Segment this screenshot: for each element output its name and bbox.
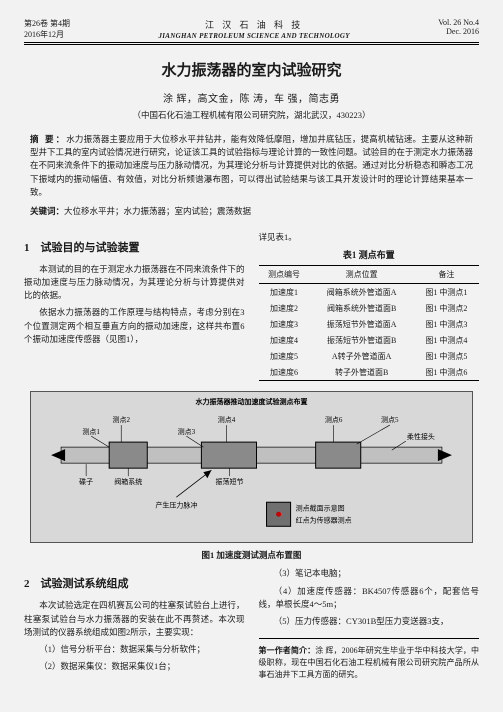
- figure-1-svg: 水力振荡器推动加速度试验测点布置 测点2 测点4 测点6 测点1 测点3 测点5…: [30, 391, 473, 543]
- journal-name-en: JIANGHAN PETROLEUM SCIENCE AND TECHNOLOG…: [70, 32, 438, 40]
- section-2-li4: （4）加速度传感器：BK4507传感器6个，配套信号线，单根长度4～5m；: [259, 585, 480, 611]
- table1-col-1: 测点位置: [309, 266, 413, 284]
- svg-text:产生压力脉冲: 产生压力脉冲: [155, 500, 197, 509]
- figure-1-caption: 图1 加速度测试测点布置图: [30, 549, 473, 561]
- svg-text:碟子: 碟子: [79, 478, 93, 486]
- section-2-li1: （1）信号分析平台：数据采集与分析软件；: [24, 643, 245, 656]
- abstract-lead: 摘 要：: [30, 134, 66, 144]
- header-right: Vol. 26 No.4 Dec. 2016: [438, 18, 479, 40]
- svg-text:测点4: 测点4: [218, 416, 236, 424]
- svg-text:红点为传感器测点: 红点为传感器测点: [296, 515, 352, 524]
- page-header: 第26卷 第4期 2016年12月 江 汉 石 油 科 技 JIANGHAN P…: [24, 18, 479, 40]
- section-2-li5: （5）压力传感器：CY301B型压力变送器3支，: [259, 615, 480, 628]
- table-cell: 图1 中测点5: [414, 348, 479, 364]
- journal-name-cn: 江 汉 石 油 科 技: [70, 18, 438, 31]
- table-cell: 加速度1: [259, 284, 310, 301]
- header-rule-2: [24, 44, 479, 45]
- svg-text:测点6: 测点6: [325, 416, 343, 424]
- authors: 涂 辉，高文金，陈 涛，车 强，简志勇: [24, 90, 479, 105]
- table-cell: 加速度4: [259, 332, 310, 348]
- date-en: Dec. 2016: [438, 27, 479, 36]
- table-cell: 图1 中测点3: [414, 316, 479, 332]
- section-2-li2: （2）数据采集仪：数据采集仪1台；: [24, 660, 245, 673]
- table-cell: 图1 中测点2: [414, 300, 479, 316]
- table-cell: A转子外管道面A: [309, 348, 413, 364]
- section-2-title: 2 试验测试系统组成: [24, 575, 245, 591]
- keywords-text: 大位移水平井；水力振荡器；室内试验；震荡数据: [64, 206, 251, 216]
- body-columns-lower: 2 试验测试系统组成 本次试验选定在四机赛瓦公司的柱塞泵试验台上进行，柱塞泵试验…: [24, 567, 479, 681]
- svg-text:测点3: 测点3: [178, 428, 196, 436]
- table-1: 测点编号 测点位置 备注 加速度1阀箱系统外管道面A图1 中测点1 加速度2阀箱系…: [259, 265, 480, 381]
- author-bio: 第一作者简介：涂 辉，2006年研究生毕业于华中科技大学，中级职称，现在中国石化…: [259, 645, 480, 681]
- author-bio-rule: [259, 638, 480, 639]
- affiliation: （中国石化石油工程机械有限公司研究院，湖北武汉，430223）: [24, 109, 479, 121]
- svg-text:测点截面示意图: 测点截面示意图: [296, 503, 345, 512]
- svg-text:测点5: 测点5: [381, 416, 399, 424]
- table-cell: 加速度6: [259, 364, 310, 381]
- table1-col-0: 测点编号: [259, 266, 310, 284]
- table-cell: 图1 中测点4: [414, 332, 479, 348]
- header-left: 第26卷 第4期 2016年12月: [24, 18, 70, 40]
- svg-text:振荡短节: 振荡短节: [215, 477, 243, 486]
- vol-issue-en: Vol. 26 No.4: [438, 18, 479, 27]
- body-columns: 1 试验目的与试验装置 本测试的目的在于测定水力振荡器在不同来流条件下的振动加速…: [24, 231, 479, 381]
- right-column-lower: （3）笔记本电脑； （4）加速度传感器：BK4507传感器6个，配套信号线，单根…: [259, 567, 480, 681]
- right-column: 详见表1。 表1 测点布置 测点编号 测点位置 备注 加速度1阀箱系统外管道面A…: [259, 231, 480, 381]
- section-2-li3: （3）笔记本电脑；: [259, 567, 480, 580]
- author-bio-lead: 第一作者简介：: [259, 646, 316, 655]
- keywords: 关键词：大位移水平井；水力振荡器；室内试验；震荡数据: [30, 205, 473, 217]
- vol-issue-cn: 第26卷 第4期: [24, 18, 70, 29]
- table-cell: 阀箱系统外管道面B: [309, 300, 413, 316]
- table-cell: 振荡短节外管道面A: [309, 316, 413, 332]
- table-cell: 转子外管道面B: [309, 364, 413, 381]
- abstract-text: 水力振荡器主要应用于大位移水平井钻井，能有效降低摩阻，增加井底钻压，提高机械钻速…: [30, 134, 473, 197]
- table-cell: 加速度5: [259, 348, 310, 364]
- abstract: 摘 要：水力振荡器主要应用于大位移水平井钻井，能有效降低摩阻，增加井底钻压，提高…: [30, 133, 473, 199]
- svg-text:测点1: 测点1: [82, 428, 100, 436]
- table1-title: 表1 测点布置: [259, 248, 480, 261]
- section-1-p1: 本测试的目的在于测定水力振荡器在不同来流条件下的振动加速度与压力脉动情况，为其理…: [24, 263, 245, 303]
- table-cell: 图1 中测点6: [414, 364, 479, 381]
- header-center: 江 汉 石 油 科 技 JIANGHAN PETROLEUM SCIENCE A…: [70, 18, 438, 40]
- section-1-title: 1 试验目的与试验装置: [24, 239, 245, 255]
- table-cell: 加速度3: [259, 316, 310, 332]
- keywords-lead: 关键词：: [30, 206, 64, 216]
- table-cell: 振荡短节外管道面B: [309, 332, 413, 348]
- figure-1: 水力振荡器推动加速度试验测点布置 测点2 测点4 测点6 测点1 测点3 测点5…: [30, 391, 473, 561]
- table-cell: 图1 中测点1: [414, 284, 479, 301]
- table-cell: 阀箱系统外管道面A: [309, 284, 413, 301]
- header-rule-1: [24, 42, 479, 43]
- section-1-p2: 依据水力振荡器的工作原理与结构特点，考虑分别在3个位置测定两个相互垂直方向的振动…: [24, 306, 245, 346]
- table-cell: 加速度2: [259, 300, 310, 316]
- svg-text:测点2: 测点2: [112, 416, 130, 424]
- table1-intro: 详见表1。: [259, 231, 480, 244]
- fig1-top-title: 水力振荡器推动加速度试验测点布置: [195, 397, 307, 406]
- article-title: 水力振荡器的室内试验研究: [24, 59, 479, 80]
- table1-col-2: 备注: [414, 266, 479, 284]
- section-2-p1: 本次试验选定在四机赛瓦公司的柱塞泵试验台上进行，柱塞泵试验台与水力振荡器的安装在…: [24, 599, 245, 639]
- date-cn: 2016年12月: [24, 29, 70, 40]
- left-column-lower: 2 试验测试系统组成 本次试验选定在四机赛瓦公司的柱塞泵试验台上进行，柱塞泵试验…: [24, 567, 245, 681]
- svg-text:阀箱系统: 阀箱系统: [114, 477, 142, 486]
- svg-text:柔性接头: 柔性接头: [407, 432, 435, 441]
- left-column: 1 试验目的与试验装置 本测试的目的在于测定水力振荡器在不同来流条件下的振动加速…: [24, 231, 245, 381]
